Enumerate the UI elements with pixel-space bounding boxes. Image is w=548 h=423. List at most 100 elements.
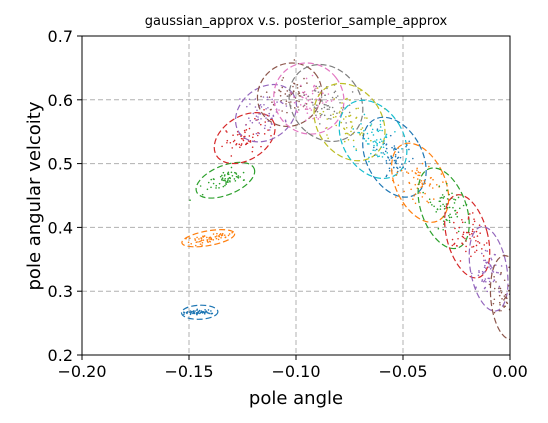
sample-point: [206, 236, 208, 239]
sample-point: [483, 279, 486, 282]
sample-point: [315, 107, 317, 109]
gaussian-ellipse-7: [288, 63, 364, 143]
sample-point: [375, 139, 378, 141]
axis-ticks: −0.20 −0.15 −0.10 −0.05 0.00 0.2 0.3 0.4 0.5 0.6 0…: [48, 27, 528, 381]
sample-point: [203, 235, 206, 237]
sample-point: [414, 183, 417, 186]
sample-point: [330, 100, 333, 102]
sample-point: [305, 77, 308, 80]
sample-point: [418, 174, 421, 177]
sample-point: [227, 171, 230, 174]
sample-point: [298, 94, 301, 97]
sample-point: [227, 181, 229, 184]
sample-point: [428, 198, 431, 200]
gaussian-ellipse-12: [417, 167, 470, 250]
sample-point: [245, 129, 248, 131]
sample-point: [348, 115, 351, 117]
sample-point: [491, 270, 494, 272]
sample-point: [311, 92, 314, 95]
sample-point: [493, 298, 496, 301]
sample-point: [231, 174, 234, 177]
sample-point: [381, 140, 383, 142]
sample-point: [225, 183, 227, 185]
sample-point: [407, 172, 410, 175]
sample-point: [511, 278, 513, 280]
sample-point: [366, 132, 369, 135]
sample-point: [523, 284, 525, 286]
sample-point: [493, 287, 496, 290]
sample-point: [429, 177, 432, 179]
sample-point: [229, 141, 232, 144]
sample-point: [245, 124, 247, 126]
sample-point: [481, 280, 483, 282]
sample-point: [350, 130, 352, 133]
sample-point: [375, 148, 378, 151]
sample-point: [313, 89, 316, 92]
sample-point: [400, 169, 403, 172]
sample-point: [465, 231, 468, 234]
x-tick-label: −0.10: [271, 362, 320, 381]
y-tick-label: 0.5: [48, 155, 73, 174]
sample-point: [516, 303, 518, 305]
sample-point: [485, 262, 488, 264]
sample-point: [453, 243, 455, 246]
sample-point: [459, 260, 462, 262]
sample-point: [189, 313, 192, 316]
sample-point: [183, 313, 185, 316]
sample-point: [465, 203, 468, 206]
sample-point: [395, 174, 398, 176]
sample-point: [189, 237, 191, 240]
sample-point: [413, 194, 415, 197]
sample-point: [436, 208, 439, 211]
plot-frame: [81, 35, 511, 356]
sample-point: [469, 213, 471, 215]
sample-point: [233, 139, 236, 142]
gaussian-ellipse-0: [180, 304, 219, 320]
sample-point: [260, 118, 262, 120]
sample-point: [490, 257, 492, 260]
sample-point: [389, 162, 392, 165]
sample-point: [449, 213, 451, 216]
sample-point: [480, 252, 483, 255]
sample-point: [227, 173, 230, 176]
sample-point: [373, 146, 375, 149]
sample-point: [492, 271, 495, 273]
sample-point: [299, 104, 302, 106]
sample-point: [404, 168, 407, 170]
sample-point: [377, 155, 379, 158]
sample-point: [442, 197, 445, 199]
sample-point: [315, 85, 318, 88]
sample-point: [394, 154, 397, 156]
sample-point: [210, 237, 212, 240]
sample-point: [271, 98, 273, 101]
sample-point: [304, 108, 307, 110]
sample-point: [379, 129, 381, 132]
sample-point: [382, 146, 385, 149]
sample-point: [351, 91, 354, 93]
sample-point: [359, 133, 361, 135]
gaussian-ellipse-13: [444, 194, 491, 279]
sample-point: [267, 129, 269, 131]
y-tick-label: 0.2: [48, 346, 73, 365]
sample-point: [251, 136, 254, 139]
sample-point: [440, 196, 443, 199]
sample-point: [327, 93, 330, 95]
sample-point: [492, 302, 495, 305]
sample-point: [348, 134, 351, 136]
sample-point: [456, 245, 458, 247]
sample-point: [199, 185, 202, 187]
sample-point: [465, 245, 467, 248]
sample-point: [239, 176, 242, 178]
sample-point: [329, 114, 332, 117]
sample-point: [292, 92, 294, 94]
sample-point: [483, 259, 485, 262]
sample-point: [363, 129, 365, 132]
sample-point: [187, 241, 190, 244]
sample-point: [370, 139, 372, 142]
sample-point: [504, 293, 507, 296]
sample-point: [488, 280, 491, 283]
sample-point: [349, 99, 351, 101]
sample-point: [228, 233, 231, 235]
series-4: [234, 83, 298, 143]
gaussian-ellipse-15: [489, 255, 510, 341]
